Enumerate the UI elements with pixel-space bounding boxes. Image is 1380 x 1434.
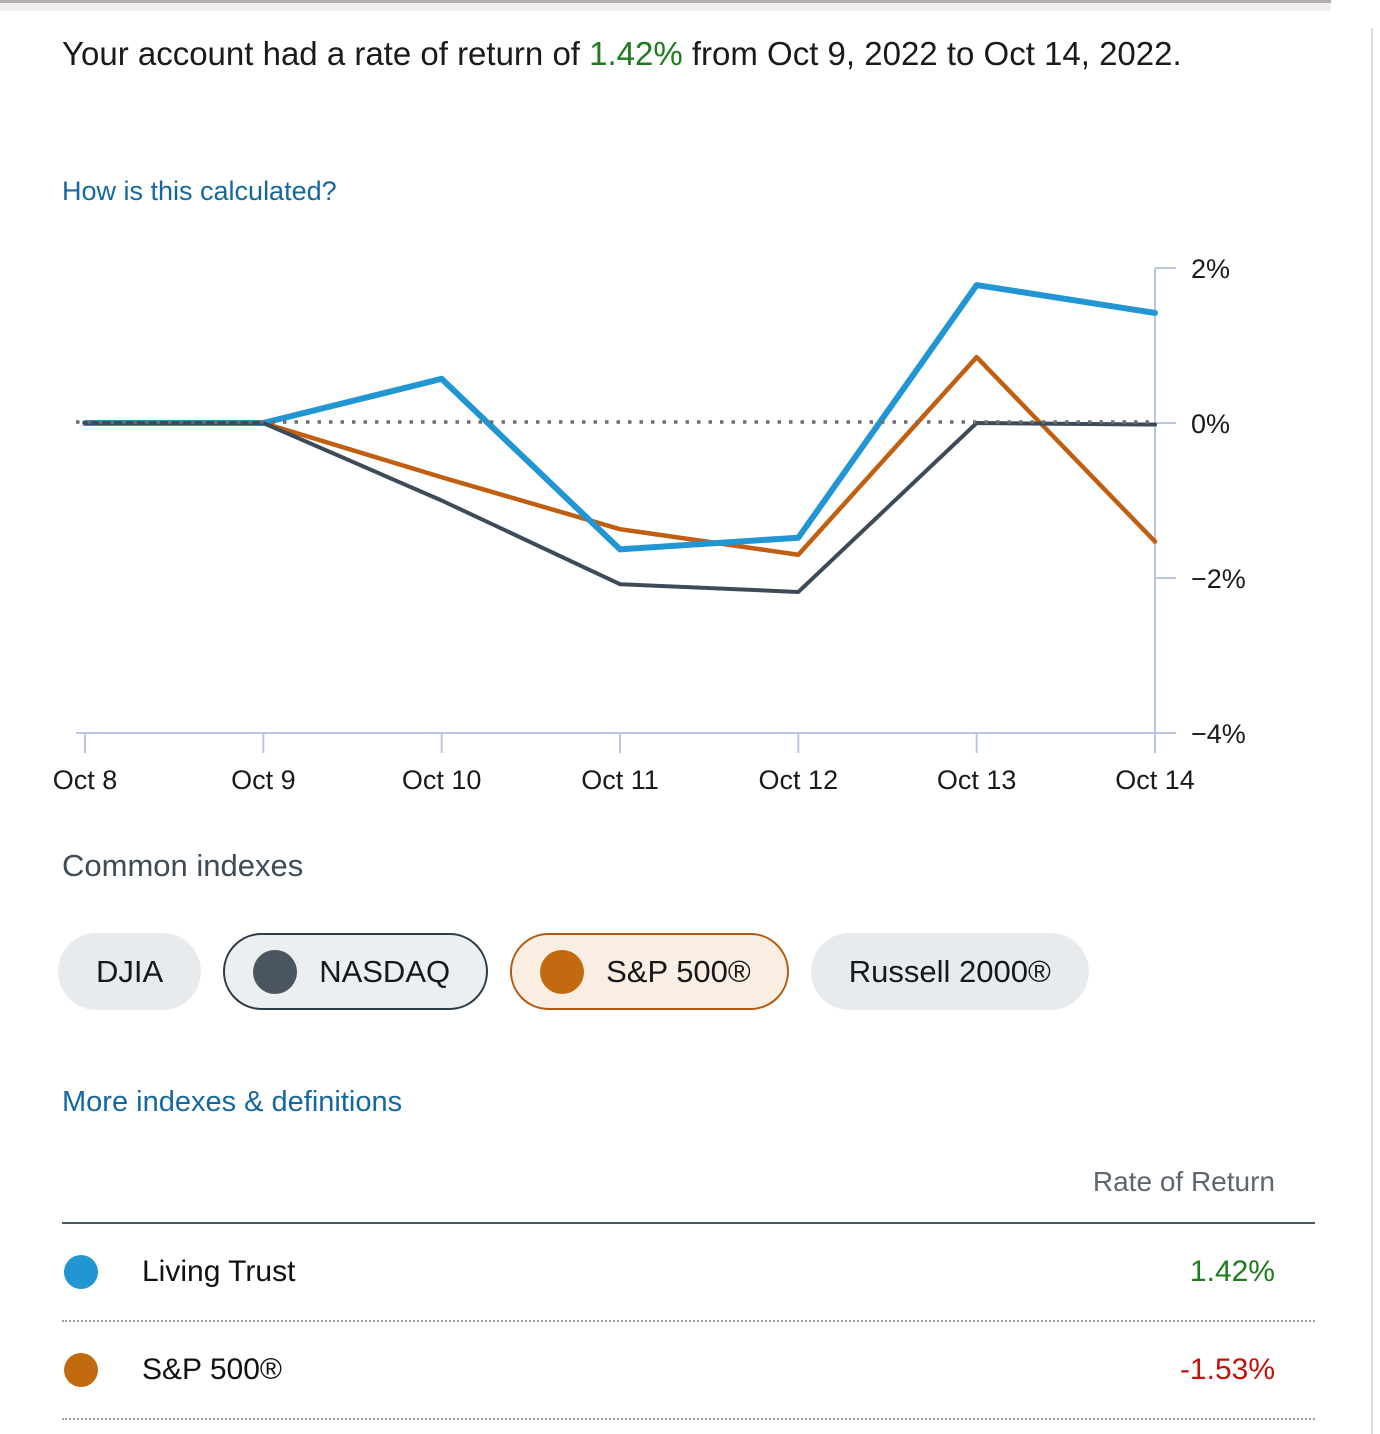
rate-of-return-table: Rate of Return Living Trust 1.42% S&P 500®… bbox=[62, 1158, 1315, 1420]
table-row-living-trust: Living Trust 1.42% bbox=[62, 1224, 1315, 1322]
headline-text-before: Your account had a rate of return of bbox=[62, 35, 590, 72]
index-pill-label: Russell 2000® bbox=[848, 953, 1051, 989]
row-label: S&P 500® bbox=[142, 1353, 282, 1386]
series-dot-icon bbox=[64, 1255, 98, 1289]
x-axis-label: Oct 9 bbox=[231, 765, 296, 795]
row-label: Living Trust bbox=[142, 1255, 296, 1288]
common-indexes-title: Common indexes bbox=[62, 848, 304, 883]
index-pills: DJIA NASDAQ S&P 500® Russell 2000® bbox=[58, 933, 1089, 1010]
headline-text-after: from Oct 9, 2022 to Oct 14, 2022. bbox=[682, 35, 1182, 72]
table-row-s-p-500: S&P 500® -1.53% bbox=[62, 1322, 1315, 1420]
index-pill-djia[interactable]: DJIA bbox=[58, 933, 202, 1010]
table-rows: Living Trust 1.42% S&P 500® -1.53% bbox=[62, 1224, 1315, 1420]
row-value: -1.53% bbox=[1179, 1353, 1275, 1386]
index-pill-russell-2000[interactable]: Russell 2000® bbox=[810, 933, 1089, 1010]
chart-svg: 2% 0% −2% −4% Oct 8 Oct 9 Oct 10 Oct 11 Oct 12 Oc… bbox=[53, 254, 1246, 795]
performance-chart: 2% 0% −2% −4% Oct 8 Oct 9 Oct 10 Oct 11 Oct 12 Oc… bbox=[0, 240, 1380, 810]
index-pill-label: S&P 500® bbox=[606, 953, 751, 989]
y-axis-label: −4% bbox=[1191, 719, 1246, 749]
top-strip bbox=[0, 0, 1331, 11]
legend-dot-icon bbox=[253, 949, 298, 994]
x-axis-label: Oct 8 bbox=[53, 765, 118, 795]
how-is-this-calculated-link[interactable]: How is this calculated? bbox=[62, 176, 337, 206]
index-pill-label: NASDAQ bbox=[319, 953, 451, 989]
rate-of-return-header: Rate of Return bbox=[62, 1158, 1315, 1224]
series-line-nasdaq bbox=[83, 421, 1157, 594]
panel-right-border bbox=[1371, 28, 1373, 1434]
row-value: 1.42% bbox=[1189, 1255, 1275, 1288]
y-axis-label: 0% bbox=[1191, 409, 1230, 439]
legend-dot-icon bbox=[540, 949, 585, 994]
series-dot-icon bbox=[64, 1353, 98, 1387]
y-axis-label: 2% bbox=[1191, 254, 1230, 284]
index-pill-s-p-500[interactable]: S&P 500® bbox=[510, 933, 789, 1010]
headline-return-value: 1.42% bbox=[589, 35, 683, 72]
x-axis-label: Oct 10 bbox=[402, 765, 482, 795]
x-axis-label: Oct 13 bbox=[937, 765, 1017, 795]
index-pill-nasdaq[interactable]: NASDAQ bbox=[223, 933, 489, 1010]
series-line-s-p-500 bbox=[82, 354, 1158, 557]
y-axis-label: −2% bbox=[1191, 564, 1246, 594]
index-pill-label: DJIA bbox=[96, 953, 164, 989]
x-axis-label: Oct 14 bbox=[1115, 765, 1195, 795]
x-axis-label: Oct 11 bbox=[581, 765, 659, 795]
series-line-living-trust bbox=[82, 282, 1158, 553]
x-axis-label: Oct 12 bbox=[759, 765, 839, 795]
more-indexes-link[interactable]: More indexes & definitions bbox=[62, 1086, 403, 1118]
account-return-headline: Your account had a rate of return of 1.4… bbox=[62, 28, 1294, 80]
